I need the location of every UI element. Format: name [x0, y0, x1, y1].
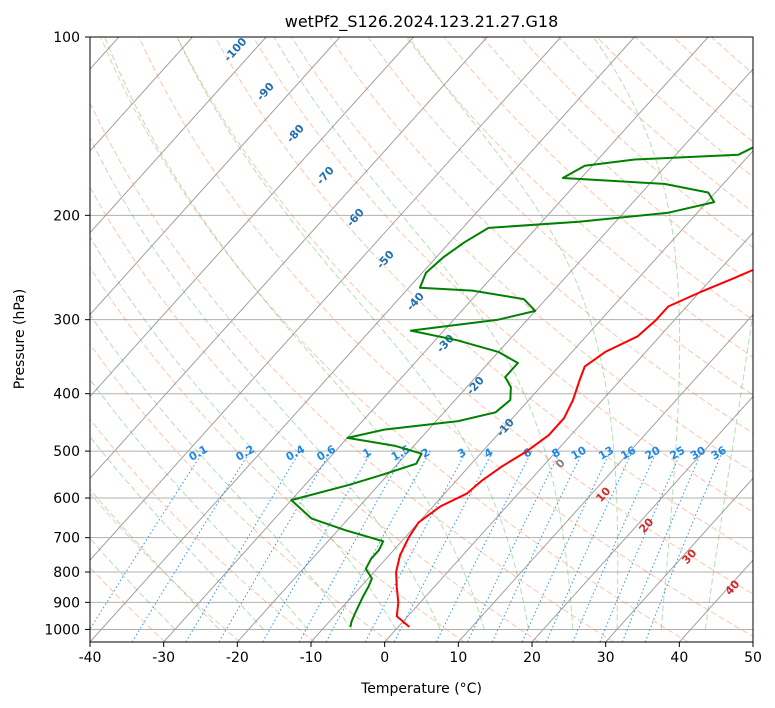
isotherm-line [90, 37, 193, 152]
moist-adiabat-line [273, 37, 574, 630]
dry-adiabat-line [90, 418, 316, 642]
y-axis: 100 200 300 400 500 600 700 800 900 1000 [44, 30, 90, 638]
y-tick-label: 800 [53, 565, 80, 581]
chart-title: wetPf2_S126.2024.123.21.27.G18 [285, 12, 559, 32]
moist-adiabat-line [90, 313, 353, 630]
x-tick-label: 10 [449, 650, 467, 666]
moist-adiabat-line [90, 537, 176, 630]
x-tick-label: -40 [79, 650, 102, 666]
mixing-ratio-line [545, 450, 633, 642]
x-tick-label: -20 [226, 650, 249, 666]
background-lines [90, 37, 753, 642]
x-tick-label: 0 [380, 650, 389, 666]
isotherm-line [90, 37, 488, 480]
y-tick-label: 600 [53, 491, 80, 507]
isotherm-line [531, 395, 753, 642]
dry-adiabat-line [482, 37, 753, 285]
y-tick-label: 500 [53, 444, 80, 460]
mixing-ratio-line [644, 450, 724, 642]
dry-adiabat-line [405, 37, 753, 358]
isotherm-line [90, 37, 267, 234]
dry-adiabat-line [367, 37, 753, 396]
mixing-ratio-line [298, 450, 406, 642]
moist-adiabat-line [593, 37, 681, 630]
y-tick-label: 300 [53, 313, 80, 329]
y-axis-label: Pressure (hPa) [12, 289, 28, 389]
y-tick-label: 900 [53, 595, 80, 611]
mixing-ratio-line [90, 450, 204, 630]
x-tick-label: -10 [300, 650, 323, 666]
dry-adiabat-line [291, 37, 753, 473]
moist-adiabat-line [104, 37, 485, 630]
mixing-ratio-line [131, 450, 251, 642]
moist-adiabat-line [90, 488, 220, 630]
mixing-ratio-line [599, 450, 682, 642]
dry-adiabat-line [90, 101, 614, 642]
dewpoint-profile-line [290, 146, 753, 628]
isotherm-line [236, 68, 753, 642]
y-tick-label: 700 [53, 531, 80, 547]
dry-adiabat-line [90, 492, 241, 642]
dry-adiabat-line [90, 343, 390, 642]
y-tick-label: 400 [53, 387, 80, 403]
plot-frame [89, 36, 754, 643]
y-tick-label: 200 [53, 208, 80, 224]
dry-adiabat-line [90, 266, 465, 642]
x-axis-label: Temperature (°C) [360, 681, 482, 697]
isotherm-line [90, 37, 414, 398]
x-tick-label: 50 [744, 650, 762, 666]
dry-adiabat-line [138, 37, 753, 637]
mixing-ratio-line [435, 450, 533, 642]
moist-adiabat-line [704, 308, 753, 630]
x-tick-label: 20 [523, 650, 541, 666]
isotherm-line [90, 37, 562, 561]
sounding-profiles [290, 146, 753, 628]
y-tick-label: 100 [53, 30, 80, 46]
mixing-ratio-line [572, 450, 658, 642]
x-axis: -40 -30 -20 -10 0 10 20 30 40 50 [79, 642, 762, 666]
isotherm-line [163, 37, 709, 642]
moist-adiabat-line [90, 136, 441, 630]
isotherm-line [384, 231, 753, 642]
x-tick-label: -30 [152, 650, 175, 666]
dry-adiabat-line [252, 37, 753, 513]
dry-adiabat-line [90, 186, 540, 642]
dry-adiabat-line [100, 37, 689, 642]
isotherm-line [90, 37, 635, 642]
moist-adiabat-line [90, 436, 264, 630]
temperature-profile-line [395, 268, 753, 628]
isotherm-line [90, 37, 341, 316]
moist-adiabat-line [90, 235, 397, 630]
moist-adiabat-line [90, 378, 308, 630]
mixing-ratio-line [364, 450, 467, 642]
isotherm-line [457, 313, 753, 642]
x-tick-label: 30 [597, 650, 615, 666]
moist-adiabat-line [408, 37, 619, 630]
y-tick-label: 1000 [44, 622, 80, 638]
mixing-ratio-line [621, 450, 703, 642]
isotherm-line [605, 477, 753, 642]
isotherm-line [310, 150, 753, 642]
x-tick-label: 40 [670, 650, 688, 666]
